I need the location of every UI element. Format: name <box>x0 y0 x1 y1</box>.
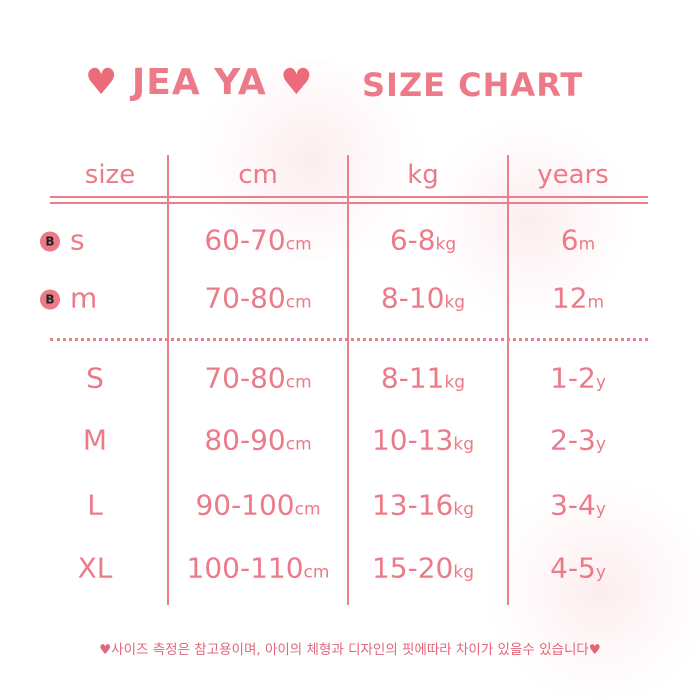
cm-cell: 80-90cm <box>178 424 338 457</box>
size-value: m <box>70 281 98 315</box>
size-value: s <box>70 223 85 257</box>
baby-badge: B <box>40 231 60 252</box>
header-divider <box>50 202 648 204</box>
bg-blob <box>420 120 640 320</box>
kg-unit: kg <box>453 499 474 520</box>
age-cell: 4-5y <box>498 552 658 585</box>
cm-cell: 90-100cm <box>178 489 338 522</box>
age-cell: 6m <box>498 224 658 257</box>
size-cell: L <box>15 489 175 522</box>
age-unit: m <box>578 234 596 255</box>
column-divider <box>167 155 169 605</box>
age-cell: 1-2y <box>498 362 658 395</box>
age-value: 6 <box>560 223 579 257</box>
cm-value: 90-100 <box>195 488 295 522</box>
kg-value: 8-10 <box>380 281 445 315</box>
age-unit: y <box>595 434 606 455</box>
heart-icon: ♥ <box>280 62 314 103</box>
kg-value: 10-13 <box>371 423 454 457</box>
footnote: ♥사이즈 측정은 참고용이며, 아이의 체형과 디자인의 핏에따라 차이가 있을… <box>99 642 601 658</box>
cm-cell: 60-70cm <box>178 224 338 257</box>
kg-value: 13-16 <box>371 488 454 522</box>
size-cell: M <box>15 424 175 457</box>
age-value: 1-2 <box>550 361 596 395</box>
kg-unit: kg <box>453 434 474 455</box>
cm-unit: cm <box>303 562 330 583</box>
age-cell: 12m <box>498 282 658 315</box>
header-years: years <box>537 160 609 190</box>
size-value: S <box>86 361 104 395</box>
cm-value: 100-110 <box>186 551 304 585</box>
column-divider <box>507 155 509 605</box>
kg-unit: kg <box>444 292 466 313</box>
size-value: L <box>87 488 103 522</box>
kg-cell: 8-10kg <box>343 282 503 315</box>
kg-unit: kg <box>435 234 457 255</box>
size-cell: S <box>15 362 175 395</box>
header-kg: kg <box>407 160 439 190</box>
age-value: 4-5 <box>550 551 596 585</box>
age-value: 2-3 <box>550 423 596 457</box>
bg-blob <box>480 480 700 700</box>
age-cell: 3-4y <box>498 489 658 522</box>
age-value: 3-4 <box>550 488 596 522</box>
header-divider <box>50 196 648 198</box>
cm-value: 60-70 <box>204 223 286 257</box>
kg-value: 6-8 <box>389 223 436 257</box>
cm-unit: cm <box>285 234 312 255</box>
brand-title: ♥ JEA YA ♥ <box>85 62 314 103</box>
cm-value: 80-90 <box>204 423 286 457</box>
size-cell: XL <box>15 552 175 585</box>
kg-value: 15-20 <box>371 551 454 585</box>
cm-unit: cm <box>285 372 312 393</box>
cm-unit: cm <box>285 292 312 313</box>
cm-value: 70-80 <box>204 281 286 315</box>
baby-badge: B <box>40 289 60 310</box>
cm-value: 70-80 <box>204 361 286 395</box>
age-unit: y <box>595 372 606 393</box>
kg-value: 8-11 <box>380 361 445 395</box>
size-value: XL <box>77 551 113 585</box>
kg-unit: kg <box>453 562 474 583</box>
kg-cell: 6-8kg <box>343 224 503 257</box>
kg-cell: 13-16kg <box>343 489 503 522</box>
cm-cell: 70-80cm <box>178 282 338 315</box>
age-cell: 2-3y <box>498 424 658 457</box>
header-cm: cm <box>238 160 278 190</box>
kg-cell: 15-20kg <box>343 552 503 585</box>
chart-title: SIZE CHART <box>362 66 584 104</box>
heart-icon: ♥ <box>85 62 119 103</box>
cm-unit: cm <box>285 434 312 455</box>
header-size: size <box>84 160 136 190</box>
cm-cell: 70-80cm <box>178 362 338 395</box>
kg-cell: 10-13kg <box>343 424 503 457</box>
cm-unit: cm <box>294 499 321 520</box>
brand-name: JEA YA <box>131 62 267 103</box>
age-unit: y <box>595 499 606 520</box>
cm-cell: 100-110cm <box>178 552 338 585</box>
age-value: 12 <box>551 281 588 315</box>
column-divider <box>347 155 349 605</box>
size-value: M <box>82 423 108 457</box>
age-unit: m <box>587 292 605 313</box>
section-divider <box>50 338 648 341</box>
bg-blob <box>180 60 440 260</box>
kg-cell: 8-11kg <box>343 362 503 395</box>
kg-unit: kg <box>444 372 466 393</box>
age-unit: y <box>595 562 606 583</box>
